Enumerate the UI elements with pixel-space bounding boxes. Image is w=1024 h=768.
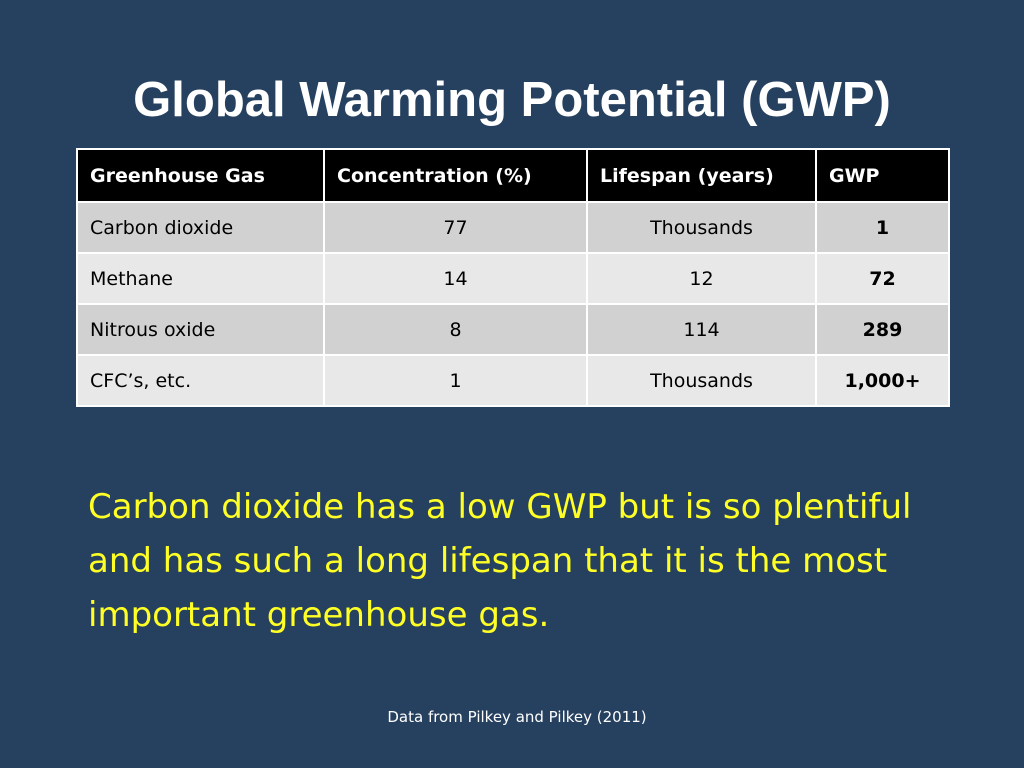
cell-gas: Methane <box>76 252 325 305</box>
cell-gas: Carbon dioxide <box>76 201 325 254</box>
cell-concentration: 8 <box>323 303 588 356</box>
cell-gwp: 72 <box>815 252 950 305</box>
table-row: Nitrous oxide 8 114 289 <box>76 303 950 356</box>
cell-lifespan: Thousands <box>586 201 817 254</box>
table-row: Methane 14 12 72 <box>76 252 950 305</box>
cell-lifespan: Thousands <box>586 354 817 407</box>
cell-concentration: 14 <box>323 252 588 305</box>
cell-gwp: 1 <box>815 201 950 254</box>
header-gwp: GWP <box>815 148 950 203</box>
header-lifespan: Lifespan (years) <box>586 148 817 203</box>
table-row: CFC’s, etc. 1 Thousands 1,000+ <box>76 354 950 407</box>
header-greenhouse-gas: Greenhouse Gas <box>76 148 325 203</box>
slide-title: Global Warming Potential (GWP) <box>133 73 891 127</box>
cell-concentration: 77 <box>323 201 588 254</box>
source-citation: Data from Pilkey and Pilkey (2011) <box>387 708 647 726</box>
cell-gas: CFC’s, etc. <box>76 354 325 407</box>
gwp-table: Greenhouse Gas Concentration (%) Lifespa… <box>76 148 950 407</box>
cell-concentration: 1 <box>323 354 588 407</box>
cell-gas: Nitrous oxide <box>76 303 325 356</box>
cell-gwp: 1,000+ <box>815 354 950 407</box>
summary-text: Carbon dioxide has a low GWP but is so p… <box>88 487 912 635</box>
cell-gwp: 289 <box>815 303 950 356</box>
table-row: Carbon dioxide 77 Thousands 1 <box>76 201 950 254</box>
header-concentration: Concentration (%) <box>323 148 588 203</box>
cell-lifespan: 12 <box>586 252 817 305</box>
table-header-row: Greenhouse Gas Concentration (%) Lifespa… <box>76 148 950 203</box>
cell-lifespan: 114 <box>586 303 817 356</box>
